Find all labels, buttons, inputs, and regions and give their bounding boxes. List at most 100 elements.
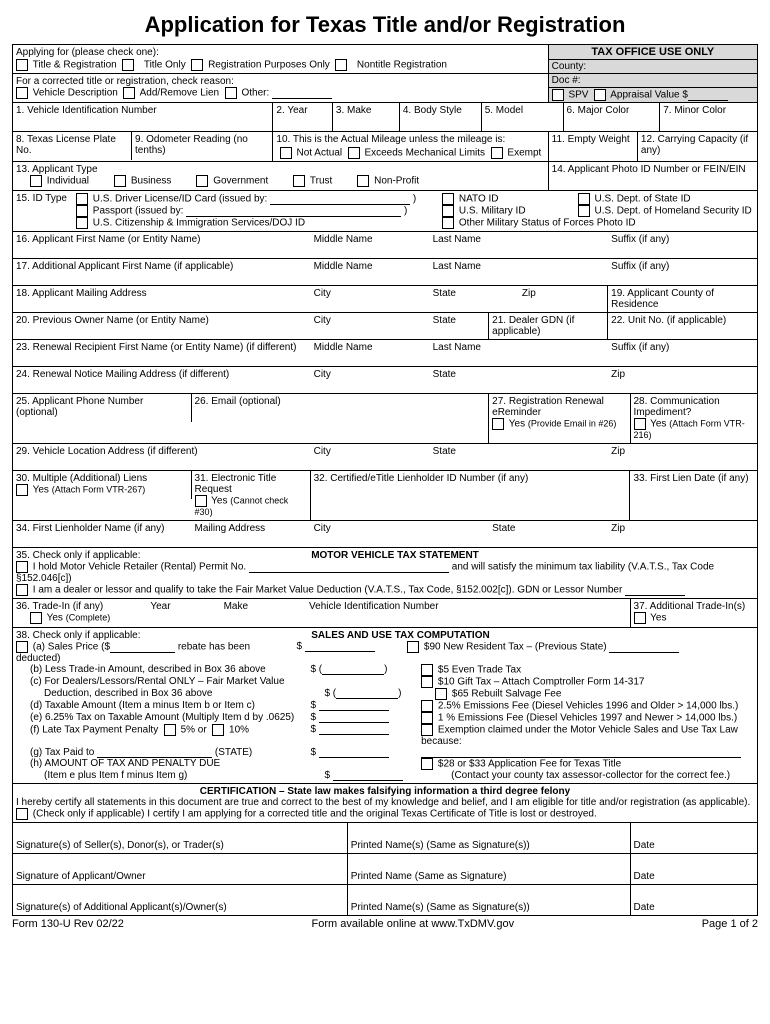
cb-tax6[interactable] [421,712,433,724]
cb-lien[interactable] [123,87,135,99]
cb-10pct[interactable] [212,724,224,736]
f23[interactable]: 23. Renewal Recipient First Name (or Ent… [13,340,311,366]
cb-government[interactable] [196,175,208,187]
f34-ma[interactable]: Mailing Address [192,521,311,547]
cb-trust[interactable] [293,175,305,187]
cb-tax3[interactable] [421,676,433,688]
f29-city[interactable]: City [311,444,430,470]
cb-dl[interactable] [76,193,88,205]
f3[interactable]: 3. Make [333,103,400,131]
f18[interactable]: 18. Applicant Mailing Address [13,286,311,312]
f24-city[interactable]: City [311,367,430,393]
cb-cert2[interactable] [16,808,28,820]
f22[interactable]: 22. Unit No. (if applicable) [608,313,757,339]
f5[interactable]: 5. Model [482,103,564,131]
f19[interactable]: 19. Applicant County of Residence [608,286,757,312]
f8[interactable]: 8. Texas License Plate No. [13,132,132,160]
cb-nonprofit[interactable] [357,175,369,187]
cb-title-only[interactable] [122,59,134,71]
cb-reg-only[interactable] [191,59,203,71]
cb-spv[interactable] [552,89,564,101]
cb-business[interactable] [114,175,126,187]
f25[interactable]: 25. Applicant Phone Number (optional) [13,394,192,422]
f4[interactable]: 4. Body Style [400,103,482,131]
f18-zip[interactable]: Zip [519,286,608,312]
cb-veh-desc[interactable] [16,87,28,99]
f29-state[interactable]: State [430,444,609,470]
cb-tax2[interactable] [421,664,433,676]
f36-vin[interactable]: Vehicle Identification Number [309,601,626,612]
cb-tax1[interactable] [407,641,419,653]
cb-appraisal[interactable] [594,89,606,101]
f16-mn[interactable]: Middle Name [311,232,430,258]
f20-city[interactable]: City [311,313,430,339]
f20-state[interactable]: State [430,313,490,339]
f14[interactable]: 14. Applicant Photo ID Number or FEIN/EI… [549,162,757,190]
f23-ln[interactable]: Last Name [430,340,609,366]
f20[interactable]: 20. Previous Owner Name (or Entity Name) [13,313,311,339]
f18-state[interactable]: State [430,286,519,312]
cb-tax5[interactable] [421,700,433,712]
f12[interactable]: 12. Carrying Capacity (if any) [638,132,757,161]
f18-city[interactable]: City [311,286,430,312]
f7[interactable]: 7. Minor Color [660,103,757,131]
cb-addl-tradein[interactable] [634,612,646,624]
cb-uscis[interactable] [76,217,88,229]
f24[interactable]: 24. Renewal Notice Mailing Address (if d… [13,367,311,393]
f11[interactable]: 11. Empty Weight [549,132,638,161]
cb-tradein[interactable] [30,612,42,624]
cb-other-mil[interactable] [442,217,454,229]
f17[interactable]: 17. Additional Applicant First Name (if … [13,259,311,285]
f34-state[interactable]: State [489,521,608,547]
f17-ln[interactable]: Last Name [430,259,609,285]
cb-title-reg[interactable] [16,59,28,71]
cb-nontitle[interactable] [335,59,347,71]
f13a: Individual [47,176,89,187]
cb-tax8[interactable] [421,758,433,770]
cb-tax7[interactable] [421,724,433,736]
f24-zip[interactable]: Zip [608,367,757,393]
f24-state[interactable]: State [430,367,609,393]
f23-suf[interactable]: Suffix (if any) [608,340,757,366]
cb-military[interactable] [442,205,454,217]
f36-mk[interactable]: Make [224,601,309,612]
f17-suf[interactable]: Suffix (if any) [608,259,757,285]
f23-mn[interactable]: Middle Name [311,340,430,366]
f34-city[interactable]: City [311,521,490,547]
cb-state[interactable] [578,193,590,205]
f6[interactable]: 6. Major Color [564,103,661,131]
cb-38[interactable] [16,641,28,653]
cb-exceeds[interactable] [348,147,360,159]
cb-rental[interactable] [16,561,28,573]
cb-other[interactable] [225,87,237,99]
cb-exempt[interactable] [491,147,503,159]
f33[interactable]: 33. First Lien Date (if any) [630,471,757,520]
f34-zip[interactable]: Zip [608,521,757,547]
cb-5pct[interactable] [164,724,176,736]
cb-liens[interactable] [16,484,28,496]
cb-nato[interactable] [442,193,454,205]
f1[interactable]: 1. Vehicle Identification Number [13,103,273,131]
f16-ln[interactable]: Last Name [430,232,609,258]
cb-tax4[interactable] [435,688,447,700]
cb-homeland[interactable] [578,205,590,217]
cb-impediment[interactable] [634,418,646,430]
f21[interactable]: 21. Dealer GDN (if applicable) [489,313,608,339]
cb-ereminder[interactable] [492,418,504,430]
f16-suf[interactable]: Suffix (if any) [608,232,757,258]
f29-zip[interactable]: Zip [608,444,757,470]
f34[interactable]: 34. First Lienholder Name (if any) [13,521,192,547]
cb-individual[interactable] [30,175,42,187]
f16[interactable]: 16. Applicant First Name (or Entity Name… [13,232,311,258]
cb-passport[interactable] [76,205,88,217]
f29[interactable]: 29. Vehicle Location Address (if differe… [13,444,311,470]
cb-etitle[interactable] [195,495,207,507]
f32[interactable]: 32. Certified/eTitle Lienholder ID Numbe… [311,471,631,520]
cb-not-actual[interactable] [280,147,292,159]
f26[interactable]: 26. Email (optional) [192,394,490,443]
f36-yr[interactable]: Year [150,601,223,612]
f17-mn[interactable]: Middle Name [311,259,430,285]
f9[interactable]: 9. Odometer Reading (no tenths) [132,132,273,161]
f2[interactable]: 2. Year [273,103,333,131]
cb-dealer[interactable] [16,584,28,596]
